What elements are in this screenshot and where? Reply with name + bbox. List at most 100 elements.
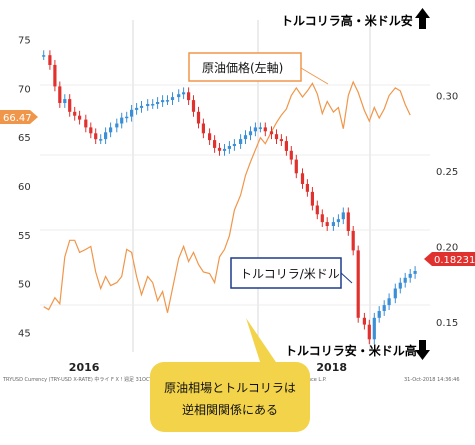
oil-candle	[351, 230, 355, 251]
oil-candle	[362, 317, 366, 325]
oil-candle	[393, 288, 397, 299]
oil-candle	[135, 107, 139, 110]
right-last-value: 0.18231	[434, 255, 475, 266]
oil-candle	[248, 131, 253, 136]
right-axis-ticks: 0.30 0.25 0.20 0.15	[436, 92, 458, 329]
right-tick-label: 0.30	[436, 92, 458, 103]
oil-candle	[191, 100, 196, 112]
oil-candle	[253, 127, 257, 132]
oil-candle	[63, 99, 67, 103]
x-tick-label: 2016	[69, 361, 100, 374]
oil-candle	[130, 109, 134, 117]
oil-candle	[300, 173, 305, 184]
annotation-lira-weak: トルコリラ安・米ドル高	[285, 343, 417, 358]
x-tick-label: 2018	[316, 361, 347, 374]
oil-candle	[239, 139, 243, 144]
footer-timestamp: 31-Oct-2018 14:36:46	[404, 377, 460, 383]
oil-candle	[201, 123, 205, 134]
oil-candle	[289, 150, 293, 160]
oil-candle	[161, 100, 165, 103]
oil-candle	[310, 191, 314, 206]
oil-candle	[377, 311, 381, 318]
footer-source: TRYUSD Currency (TRY-USD X-RATE) 中ライ F X…	[2, 376, 197, 383]
oil-candle	[367, 324, 371, 340]
oil-candle	[387, 298, 391, 306]
oil-candle	[331, 222, 335, 226]
left-tick-label: 45	[18, 329, 31, 340]
oil-candle	[315, 205, 319, 215]
oil-label-connector	[300, 67, 329, 85]
left-last-value: 66.47	[3, 113, 32, 124]
callout-line-1: 原油相場とトルコリラは	[164, 381, 296, 395]
oil-candle	[84, 119, 88, 128]
oil-candle	[305, 184, 309, 192]
oil-candle	[182, 92, 186, 95]
oil-candle	[104, 132, 108, 140]
oil-candle	[68, 99, 72, 112]
oil-candle	[217, 147, 222, 151]
oil-candle	[320, 214, 324, 223]
usdtry-line	[43, 80, 411, 313]
oil-candle	[227, 146, 231, 149]
oil-candle	[356, 250, 360, 318]
oil-candle	[284, 141, 288, 151]
oil-label-text: 原油価格(左軸)	[202, 60, 283, 75]
oil-candle	[403, 277, 407, 283]
oil-price-series	[42, 50, 417, 345]
oil-label-box	[188, 52, 302, 82]
right-tick-label: 0.15	[436, 318, 458, 329]
callout-line-2: 逆相関関係にある	[182, 402, 278, 417]
oil-candle	[346, 212, 350, 231]
oil-candle	[274, 134, 279, 140]
oil-candle	[336, 219, 340, 223]
oil-candle	[58, 86, 62, 103]
oil-candle	[53, 64, 57, 87]
arrow-down-icon	[415, 340, 430, 360]
oil-candle	[294, 159, 298, 174]
oil-candle	[269, 131, 274, 135]
oil-candle	[413, 271, 417, 274]
oil-candle	[109, 127, 113, 133]
oil-candle	[170, 97, 175, 100]
left-last-value-badge: 66.47	[0, 110, 38, 124]
callout-bubble: 原油相場とトルコリラは 逆相関関係にある	[150, 318, 310, 432]
oil-candle	[222, 148, 227, 151]
oil-candle	[94, 133, 98, 140]
oil-candle	[120, 117, 124, 124]
right-tick-label: 0.20	[436, 242, 458, 253]
oil-candle	[258, 127, 262, 129]
oil-candle	[48, 55, 52, 65]
usdtry-series	[43, 80, 411, 313]
oil-candle	[279, 139, 283, 142]
left-tick-label: 50	[18, 280, 31, 291]
oil-candle	[325, 222, 329, 226]
oil-candle	[208, 133, 212, 141]
oil-candle	[139, 105, 144, 108]
oil-candle	[187, 92, 191, 101]
oil-candle	[99, 139, 103, 141]
oil-candle	[232, 144, 236, 146]
usdtry-label-connector	[339, 271, 353, 284]
oil-candle	[177, 94, 181, 98]
oil-candle	[398, 282, 402, 289]
left-tick-label: 75	[18, 36, 31, 47]
oil-candle	[243, 135, 248, 140]
right-tick-label: 0.25	[436, 167, 458, 178]
oil-candle	[156, 102, 160, 104]
left-tick-label: 70	[18, 84, 31, 95]
left-axis-ticks: 75 70 65 60 55 50 45	[18, 36, 31, 340]
left-tick-label: 55	[18, 231, 31, 242]
oil-candle	[73, 111, 77, 116]
oil-candle	[408, 273, 412, 278]
oil-candle	[382, 305, 386, 311]
left-tick-label: 60	[18, 182, 31, 193]
oil-candle	[125, 116, 129, 119]
right-last-value-badge: 0.18231	[424, 252, 475, 266]
oil-candle	[78, 115, 82, 120]
usdtry-label-box	[230, 257, 342, 289]
oil-candle	[372, 317, 376, 340]
oil-candle	[196, 111, 201, 124]
oil-candle	[42, 55, 46, 57]
oil-candle	[165, 100, 170, 102]
